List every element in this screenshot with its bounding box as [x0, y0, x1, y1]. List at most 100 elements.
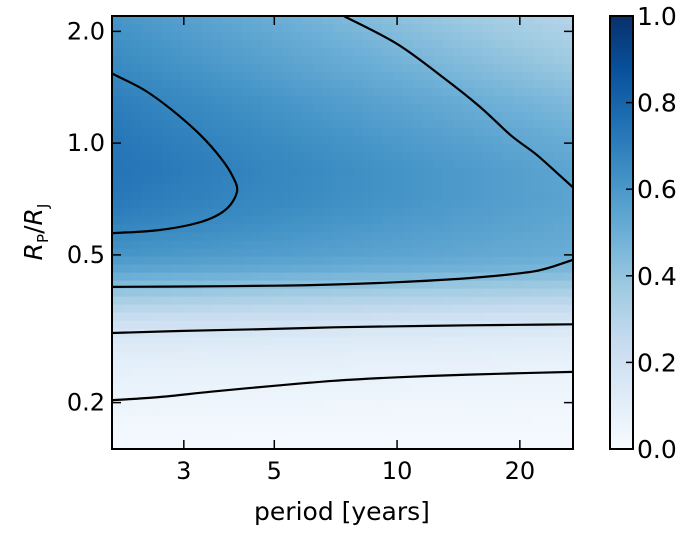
- heat-cell: [112, 176, 123, 186]
- heat-cell: [482, 352, 494, 362]
- heat-cell: [252, 240, 264, 250]
- heat-cell: [442, 208, 454, 218]
- heat-cell: [422, 392, 434, 402]
- heat-cell: [372, 272, 384, 282]
- heat-cell: [242, 144, 253, 154]
- heat-cell: [332, 416, 344, 426]
- heat-cell: [152, 120, 163, 129]
- heat-cell: [212, 312, 223, 322]
- heat-cell: [412, 120, 424, 129]
- heat-cell: [172, 160, 183, 170]
- heat-cell: [282, 312, 294, 322]
- heat-cell: [322, 176, 334, 186]
- heat-cell: [332, 296, 344, 306]
- heat-cell: [502, 24, 514, 33]
- heat-cell: [232, 88, 243, 97]
- heat-cell: [452, 360, 464, 370]
- heat-cell: [112, 360, 123, 370]
- heat-cell: [522, 400, 534, 410]
- heat-cell: [562, 112, 573, 121]
- heat-cell: [362, 256, 374, 266]
- heat-cell: [442, 24, 454, 33]
- heat-cell: [432, 16, 444, 25]
- heat-cell: [222, 392, 233, 402]
- heat-cell: [362, 144, 374, 154]
- heat-cell: [132, 192, 143, 202]
- heat-cell: [202, 272, 213, 282]
- heat-cell: [272, 72, 284, 81]
- heat-cell: [532, 24, 544, 33]
- heat-cell: [462, 368, 474, 378]
- heat-cell: [342, 64, 354, 73]
- heat-cell: [112, 16, 123, 25]
- heat-cell: [202, 424, 213, 434]
- heat-cell: [242, 56, 253, 65]
- heat-cell: [222, 224, 233, 234]
- heat-cell: [512, 344, 524, 354]
- heat-cell: [462, 168, 474, 178]
- heat-cell: [162, 296, 173, 306]
- heat-cell: [312, 368, 324, 378]
- heat-cell: [332, 144, 344, 154]
- heat-cell: [512, 248, 524, 258]
- heat-cell: [322, 104, 334, 113]
- heat-cell: [422, 80, 434, 89]
- heat-cell: [432, 184, 444, 194]
- heat-cell: [302, 368, 314, 378]
- heat-cell: [512, 264, 524, 274]
- heat-cell: [192, 416, 203, 426]
- heat-cell: [462, 96, 474, 105]
- heat-cell: [542, 232, 554, 242]
- heat-cell: [362, 176, 374, 186]
- heat-cell: [462, 336, 474, 346]
- heat-cell: [122, 40, 133, 49]
- heat-cell: [302, 256, 314, 266]
- heat-cell: [222, 32, 233, 41]
- heat-cell: [462, 440, 474, 449]
- heat-cell: [332, 440, 344, 449]
- heat-cell: [312, 248, 324, 258]
- heat-cell: [162, 184, 173, 194]
- heat-cell: [292, 248, 304, 258]
- heat-cell: [142, 384, 153, 394]
- heat-cell: [352, 128, 364, 137]
- heat-cell: [152, 304, 163, 314]
- heat-cell: [522, 440, 534, 449]
- heat-cell: [562, 344, 573, 354]
- heat-cell: [562, 432, 573, 442]
- heat-cell: [312, 360, 324, 370]
- heat-cell: [272, 336, 284, 346]
- heat-cell: [302, 360, 314, 370]
- heat-cell: [482, 280, 494, 290]
- heat-cell: [472, 384, 484, 394]
- heat-cell: [512, 304, 524, 314]
- heat-cell: [122, 240, 133, 250]
- heat-cell: [302, 320, 314, 330]
- heat-cell: [362, 440, 374, 449]
- heat-cell: [162, 376, 173, 386]
- heat-cell: [132, 272, 143, 282]
- heat-cell: [182, 392, 193, 402]
- heat-cell: [322, 40, 334, 49]
- heat-cell: [152, 320, 163, 330]
- x-tick-label: 20: [505, 457, 536, 485]
- heat-cell: [332, 288, 344, 298]
- heat-cell: [452, 160, 464, 170]
- heat-cell: [342, 48, 354, 57]
- heat-cell: [192, 232, 203, 242]
- heat-cell: [362, 328, 374, 338]
- heat-cell: [432, 424, 444, 434]
- heat-cell: [262, 160, 274, 170]
- heat-cell: [302, 344, 314, 354]
- heat-cell: [552, 440, 564, 449]
- heat-cell: [272, 288, 284, 298]
- heat-cell: [312, 344, 324, 354]
- heat-cell: [442, 336, 454, 346]
- heat-cell: [432, 360, 444, 370]
- heat-cell: [362, 224, 374, 234]
- heat-cell: [302, 56, 314, 65]
- heat-cell: [132, 240, 143, 250]
- heat-cell: [552, 48, 564, 57]
- heat-cell: [232, 200, 243, 210]
